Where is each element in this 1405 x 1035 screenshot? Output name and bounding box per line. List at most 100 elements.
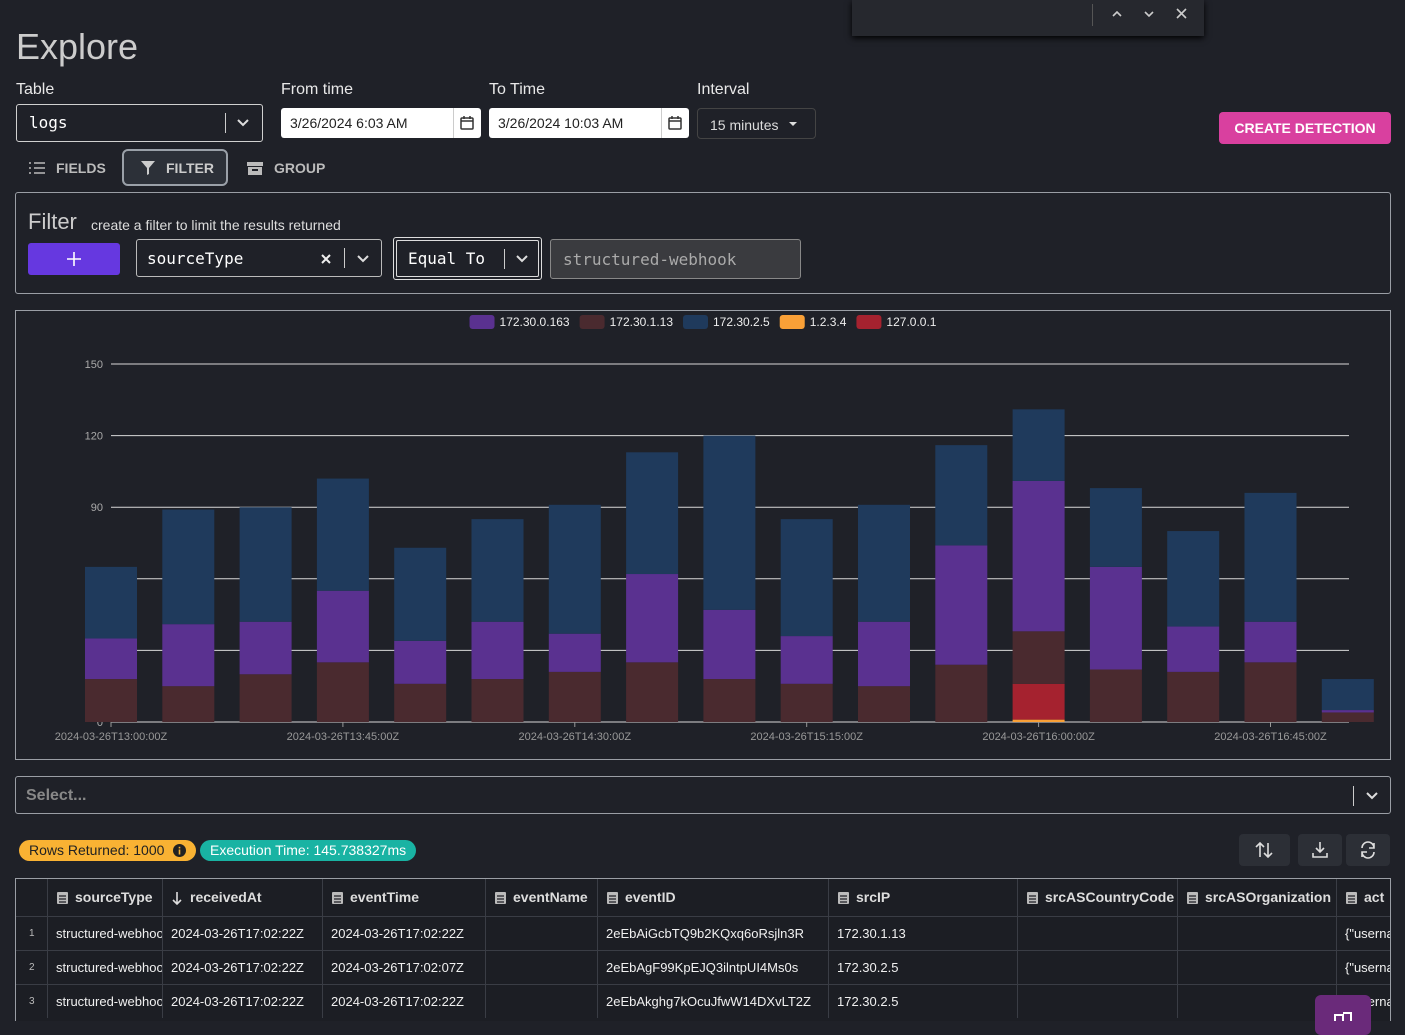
column-select[interactable]: Select... [15,776,1391,814]
calendar-icon[interactable] [459,115,475,131]
download-button[interactable] [1298,834,1342,866]
calendar-icon[interactable] [667,115,683,131]
table-cell [1018,950,1178,984]
select-placeholder: Select... [26,787,87,804]
input-value: structured-webhook [563,250,737,269]
tab-label: FIELDS [56,160,106,176]
field-select[interactable]: sourceType [136,239,382,277]
floating-action[interactable] [1315,995,1371,1035]
from-input[interactable]: 3/26/2024 6:03 AM [281,108,481,138]
y-tick-label: 0 [97,717,103,729]
column-header[interactable]: eventTime [323,879,486,916]
bar-segment [1167,626,1220,672]
bar-segment [1167,531,1220,627]
column-header[interactable]: sourceType [48,879,163,916]
chevron [516,255,528,263]
find-bar [852,0,1204,36]
bar-segment [1089,566,1142,670]
caret [789,122,797,126]
column-header[interactable]: srcIP [829,879,1018,916]
refresh-button[interactable] [1346,834,1390,866]
operator-select[interactable]: Equal To [393,237,542,280]
value-input[interactable]: structured-webhook [550,239,801,279]
bar-segment [626,574,679,663]
select-value: sourceType [147,249,244,268]
info-icon[interactable] [173,844,187,857]
column-icon [1027,892,1038,905]
bar-segment [626,662,679,722]
table-cell [1018,984,1178,1018]
tab-group[interactable]: GROUP [246,160,336,176]
sort-button[interactable] [1239,834,1290,866]
table-cell [486,984,598,1018]
table-cell [486,916,598,950]
column-header[interactable]: srcASCountryCode [1018,879,1178,916]
column-header[interactable]: eventName [486,879,598,916]
bar-segment [316,662,369,722]
bar-segment [316,590,369,663]
bar-segment [162,686,215,722]
header-text: receivedAt [190,889,262,905]
badge-text: Rows Returned: 1000 [29,842,165,858]
header-text: sourceType [75,889,153,905]
clear-icon[interactable] [320,253,332,265]
y-tick-label: 150 [85,359,103,371]
chevron [357,255,369,263]
bar-segment [1012,631,1065,684]
bar-segment [703,435,756,610]
bar-segment [1012,409,1065,481]
divider [661,108,662,138]
legend-label: 172.30.2.5 [713,315,770,329]
tab-filter[interactable]: FILTER [122,149,228,186]
bar-segment [1244,492,1297,622]
add-filter-button[interactable] [28,243,120,275]
execution-time-badge: Execution Time: 145.738327ms [200,840,417,861]
tab-fields[interactable]: FIELDS [24,160,114,176]
column-icon [1187,892,1198,905]
find-nav[interactable] [1110,6,1190,22]
bar-segment [1012,480,1065,632]
table-cell: 2024-03-26T17:02:07Z [323,950,486,984]
legend-swatch [779,315,805,329]
group-icon [247,162,263,175]
divider [1353,786,1354,806]
x-tick-label: 2024-03-26T15:15:00Z [750,731,863,743]
table-cell: 2024-03-26T17:02:22Z [323,984,486,1018]
legend-swatch [683,315,709,329]
header-text: eventTime [350,889,419,905]
table-cell [486,950,598,984]
chevron [1366,792,1378,800]
table-select[interactable]: logs [16,104,263,142]
bar-segment [239,621,292,675]
bar-segment [85,679,137,722]
divider [1092,4,1093,26]
bar-segment [471,621,524,680]
legend-label: 172.30.0.163 [500,315,570,329]
refresh-icon [1361,841,1375,859]
chart: 03060901201502024-03-26T13:00:00Z2024-03… [15,310,1391,760]
to-input[interactable]: 3/26/2024 10:03 AM [489,108,689,138]
results-table: sourceType receivedAt eventTime eventName ev… [15,878,1391,1021]
field-label: Table [16,81,55,98]
column-icon [332,892,343,905]
column-header[interactable]: receivedAt [163,879,323,916]
column-header[interactable]: srcASOrganization [1178,879,1337,916]
legend-swatch [469,315,495,329]
bar-segment [162,509,215,625]
bar-segment [858,504,910,622]
tab-label: GROUP [274,160,326,176]
bar-segment [394,640,447,684]
create-detection-button[interactable]: CREATE DETECTION [1219,112,1391,144]
column-header[interactable]: act [1337,879,1390,916]
field-label: Interval [697,81,750,98]
column-header[interactable]: eventID [598,879,829,916]
interval-select[interactable]: 15 minutes [697,108,816,139]
legend-swatch [856,315,882,329]
table-cell: structured-webhook [48,984,163,1018]
bar-segment [239,674,292,722]
x-tick-label: 2024-03-26T16:00:00Z [982,731,1095,743]
table-cell: structured-webhook [48,950,163,984]
sort-arrow [172,892,182,906]
divider [453,108,454,138]
filter-icon [141,161,155,175]
